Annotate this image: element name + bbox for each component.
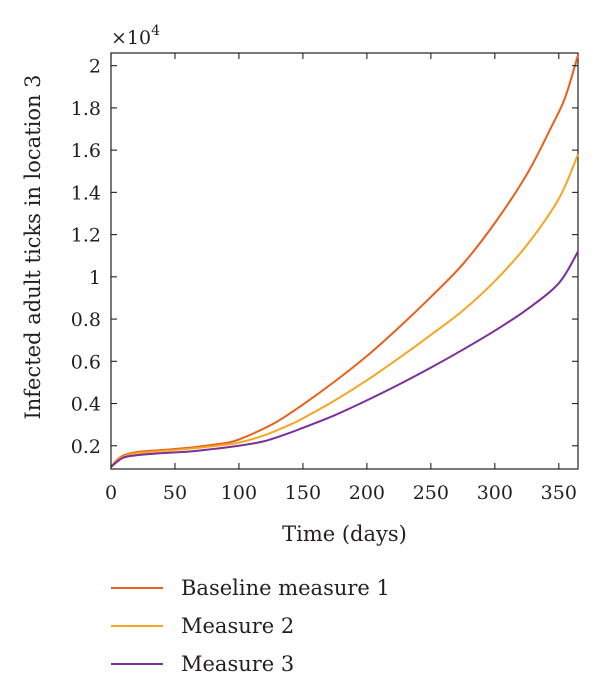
y-axis-ticks: 0.2 0.4 0.6 0.8 1 1.2 1.4 1.6 1.8 2	[71, 56, 578, 458]
series-line-1	[110, 54, 579, 468]
plot-area: 0 50 100 150 200 250 300 350 0.2 0.4 0.6 0.8 1 1.2 1.…	[71, 52, 579, 504]
legend-label-3: Measure 3	[181, 652, 294, 676]
y-tick-label: 1.4	[71, 182, 101, 204]
x-tick-label: 200	[349, 482, 385, 504]
y-tick-label: 0.6	[71, 351, 101, 373]
x-tick-label: 0	[105, 482, 117, 504]
y-axis-multiplier-exponent: 4	[151, 23, 160, 39]
y-tick-label: 1.8	[71, 98, 101, 120]
series-layer	[110, 54, 579, 468]
x-axis-title: Time (days)	[282, 522, 407, 546]
y-axis-multiplier-base: ×10	[111, 27, 151, 49]
legend-label-1: Baseline measure 1	[181, 576, 390, 600]
x-tick-label: 250	[413, 482, 449, 504]
x-tick-label: 50	[163, 482, 187, 504]
y-tick-label: 1.6	[71, 140, 101, 162]
series-line-2	[110, 153, 579, 468]
x-tick-label: 300	[477, 482, 513, 504]
x-axis-ticks: 0 50 100 150 200 250 300 350	[105, 53, 577, 504]
y-tick-label: 0.4	[71, 394, 101, 416]
legend-label-2: Measure 2	[181, 614, 294, 638]
y-axis-title: Infected adult ticks in location 3	[21, 74, 45, 419]
series-line-3	[110, 250, 579, 468]
y-tick-label: 0.2	[71, 436, 101, 458]
y-tick-label: 1.2	[71, 225, 101, 247]
x-tick-label: 100	[221, 482, 257, 504]
legend: Baseline measure 1 Measure 2 Measure 3	[111, 576, 390, 676]
y-tick-label: 0.8	[71, 309, 101, 331]
plot-frame	[110, 52, 579, 470]
y-axis-multiplier: ×104	[111, 23, 160, 49]
x-tick-label: 150	[285, 482, 321, 504]
y-tick-label: 2	[89, 56, 101, 78]
y-tick-label: 1	[89, 267, 101, 289]
x-tick-label: 350	[541, 482, 577, 504]
